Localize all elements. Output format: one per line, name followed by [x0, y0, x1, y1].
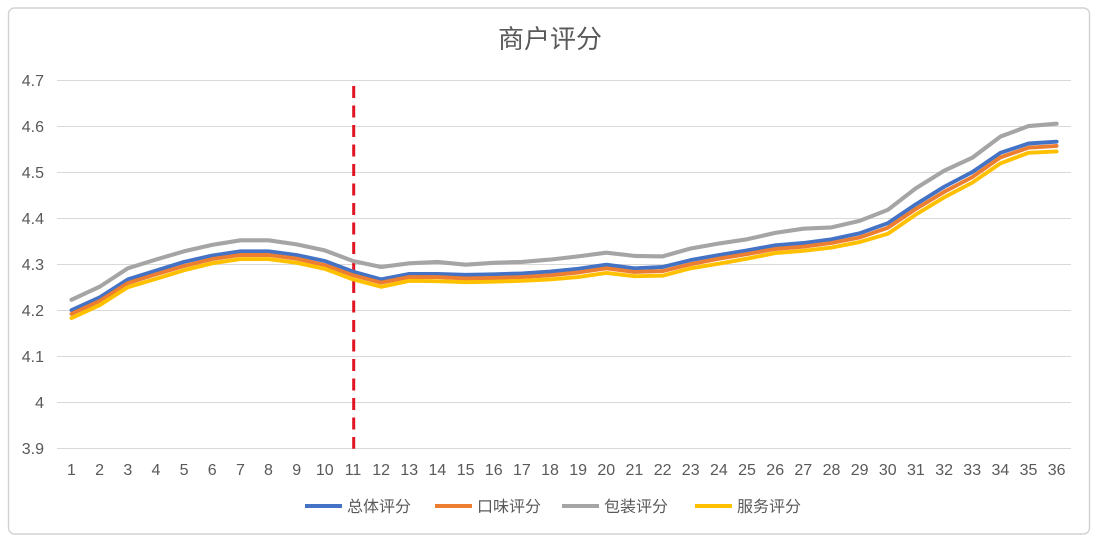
- svg-text:16: 16: [485, 462, 503, 479]
- svg-text:4.7: 4.7: [22, 73, 44, 90]
- svg-text:4.1: 4.1: [22, 349, 44, 366]
- svg-text:20: 20: [597, 462, 615, 479]
- svg-text:34: 34: [992, 462, 1010, 479]
- svg-text:4.2: 4.2: [22, 303, 44, 320]
- svg-text:28: 28: [823, 462, 841, 479]
- svg-text:22: 22: [654, 462, 672, 479]
- svg-text:1: 1: [67, 462, 76, 479]
- svg-text:9: 9: [292, 462, 301, 479]
- svg-text:7: 7: [236, 462, 245, 479]
- svg-text:29: 29: [851, 462, 869, 479]
- svg-text:4: 4: [151, 462, 160, 479]
- svg-text:4.5: 4.5: [22, 165, 44, 182]
- svg-text:4: 4: [35, 395, 44, 412]
- svg-text:21: 21: [626, 462, 644, 479]
- svg-text:32: 32: [935, 462, 953, 479]
- svg-text:6: 6: [208, 462, 217, 479]
- svg-text:24: 24: [710, 462, 728, 479]
- svg-text:10: 10: [316, 462, 334, 479]
- svg-text:5: 5: [180, 462, 189, 479]
- svg-text:33: 33: [963, 462, 981, 479]
- svg-text:36: 36: [1048, 462, 1066, 479]
- svg-text:19: 19: [569, 462, 587, 479]
- svg-text:8: 8: [264, 462, 273, 479]
- svg-text:3: 3: [123, 462, 132, 479]
- svg-text:15: 15: [457, 462, 475, 479]
- svg-text:26: 26: [766, 462, 784, 479]
- svg-text:4.3: 4.3: [22, 257, 44, 274]
- svg-text:14: 14: [429, 462, 447, 479]
- svg-text:4.6: 4.6: [22, 119, 44, 136]
- svg-text:3.9: 3.9: [22, 441, 44, 458]
- svg-text:17: 17: [513, 462, 531, 479]
- svg-text:25: 25: [738, 462, 756, 479]
- svg-text:12: 12: [372, 462, 390, 479]
- svg-text:30: 30: [879, 462, 897, 479]
- svg-text:31: 31: [907, 462, 925, 479]
- svg-text:11: 11: [345, 462, 362, 479]
- svg-text:13: 13: [400, 462, 418, 479]
- svg-text:23: 23: [682, 462, 700, 479]
- svg-text:27: 27: [794, 462, 812, 479]
- svg-text:2: 2: [95, 462, 104, 479]
- svg-text:4.4: 4.4: [22, 211, 44, 228]
- svg-text:18: 18: [541, 462, 559, 479]
- svg-text:35: 35: [1020, 462, 1038, 479]
